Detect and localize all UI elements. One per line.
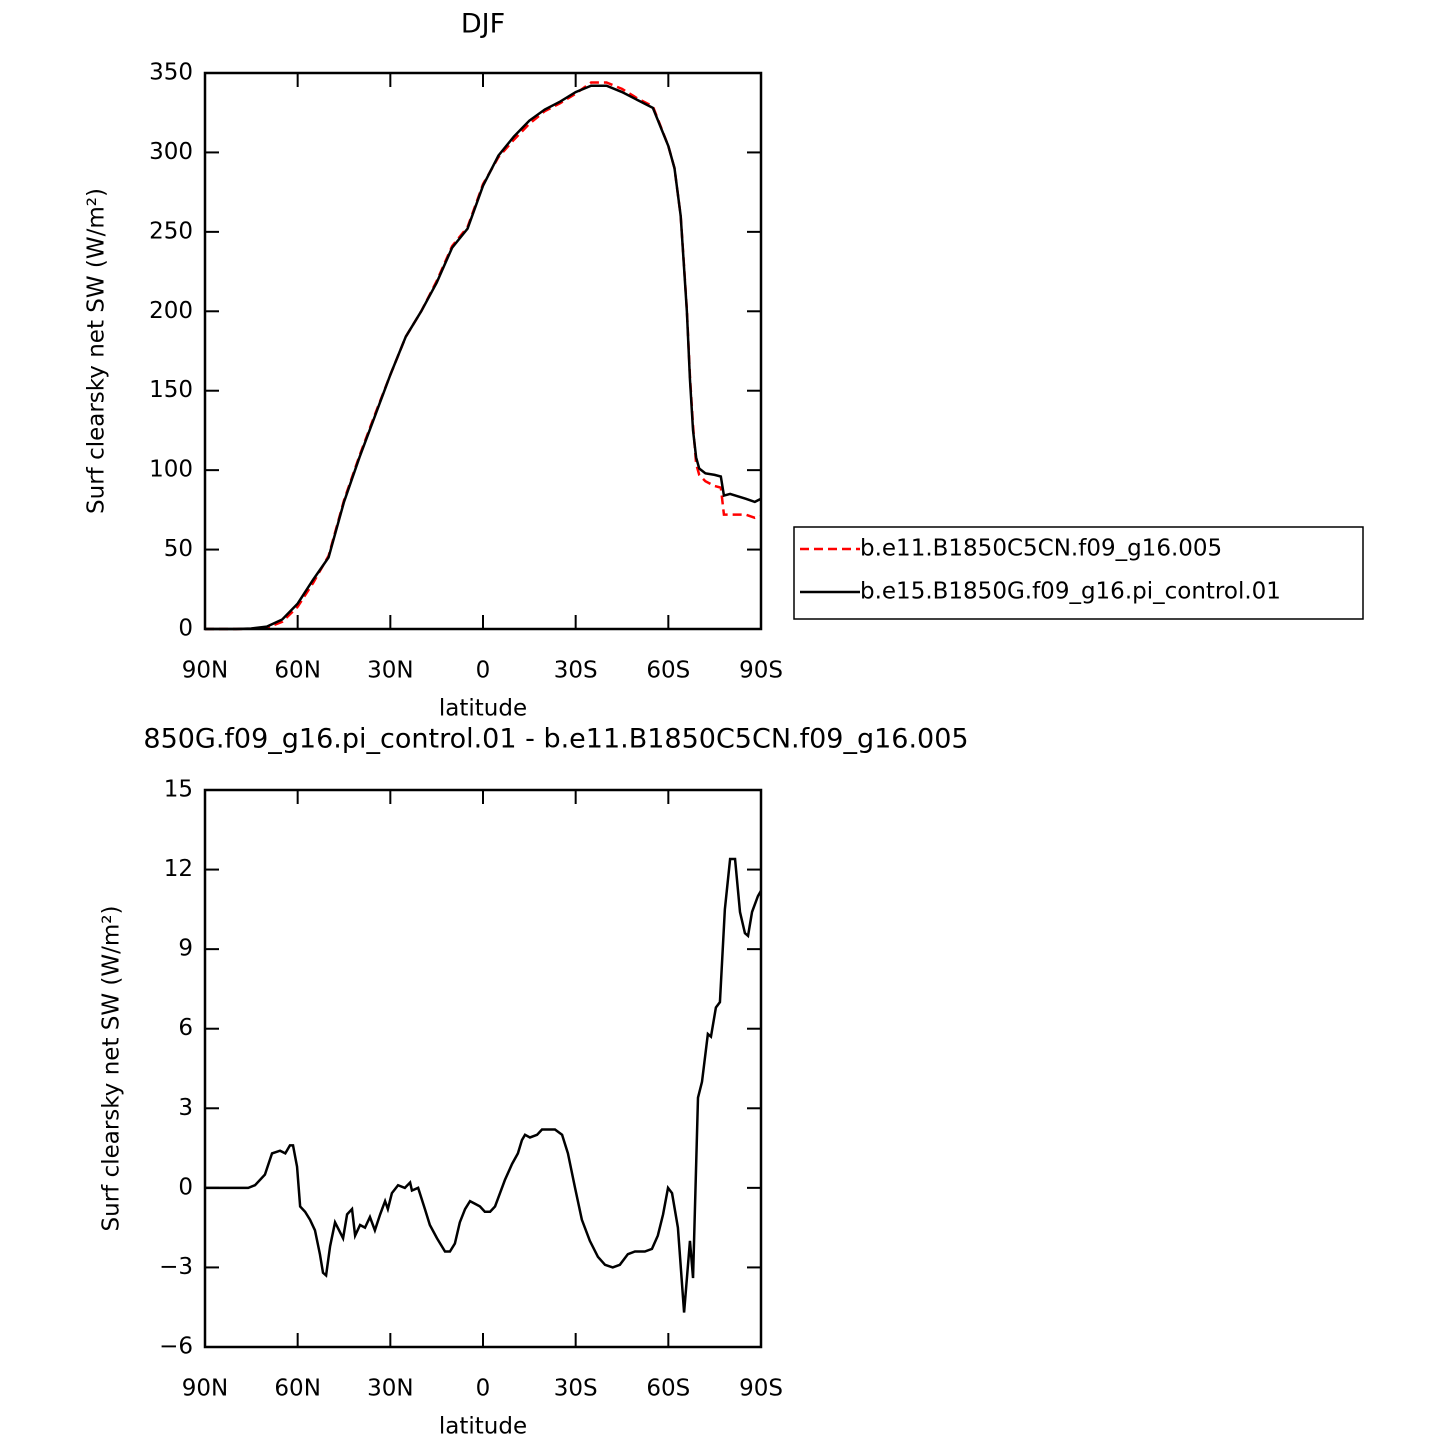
x-tick-label: 0 — [476, 1376, 491, 1402]
data-line — [205, 84, 762, 631]
x-tick-label: 60N — [274, 658, 320, 684]
x-axis-label: latitude — [439, 696, 527, 722]
y-tick-label: 0 — [178, 1174, 193, 1200]
plot-frame — [203, 71, 763, 631]
y-tick-label: 150 — [149, 377, 193, 403]
x-tick-label: 90N — [182, 658, 228, 684]
y-tick-label: 100 — [149, 457, 193, 483]
legend-box — [793, 526, 1364, 620]
y-axis-label: Surf clearsky net SW (W/m²) — [99, 906, 125, 1232]
x-tick-label: 60S — [646, 658, 690, 684]
y-tick-label: 0 — [178, 616, 193, 642]
legend-label: b.e15.B1850G.f09_g16.pi_control.01 — [860, 579, 1281, 605]
chart-title: 850G.f09_g16.pi_control.01 - b.e11.B1850… — [143, 724, 968, 755]
y-tick-label: 9 — [178, 936, 193, 962]
y-tick-label: 250 — [149, 218, 193, 244]
y-tick-label: 350 — [149, 60, 193, 86]
y-tick-label: 50 — [164, 536, 193, 562]
x-tick-label: 90S — [739, 658, 783, 684]
x-tick-label: 90S — [739, 1376, 783, 1402]
x-tick-label: 60N — [274, 1376, 320, 1402]
x-tick-label: 60S — [646, 1376, 690, 1402]
legend-label: b.e11.B1850C5CN.f09_g16.005 — [860, 536, 1222, 562]
x-tick-label: 0 — [476, 658, 491, 684]
y-tick-label: −3 — [159, 1254, 193, 1280]
x-tick-label: 90N — [182, 1376, 228, 1402]
x-tick-label: 30S — [554, 1376, 598, 1402]
y-axis-label: Surf clearsky net SW (W/m²) — [84, 188, 110, 514]
x-tick-label: 30N — [367, 658, 413, 684]
y-tick-label: 3 — [178, 1095, 193, 1121]
y-tick-label: 6 — [178, 1015, 193, 1041]
y-tick-label: 12 — [164, 856, 193, 882]
chart-title: DJF — [461, 9, 505, 40]
y-tick-label: 200 — [149, 298, 193, 324]
x-axis-label: latitude — [439, 1414, 527, 1440]
y-tick-label: 300 — [149, 139, 193, 165]
y-tick-label: 15 — [164, 777, 193, 803]
y-tick-label: −6 — [159, 1334, 193, 1360]
x-tick-label: 30S — [554, 658, 598, 684]
plot-frame — [203, 788, 763, 1349]
x-tick-label: 30N — [367, 1376, 413, 1402]
data-line — [205, 81, 762, 631]
data-line — [205, 857, 763, 1313]
